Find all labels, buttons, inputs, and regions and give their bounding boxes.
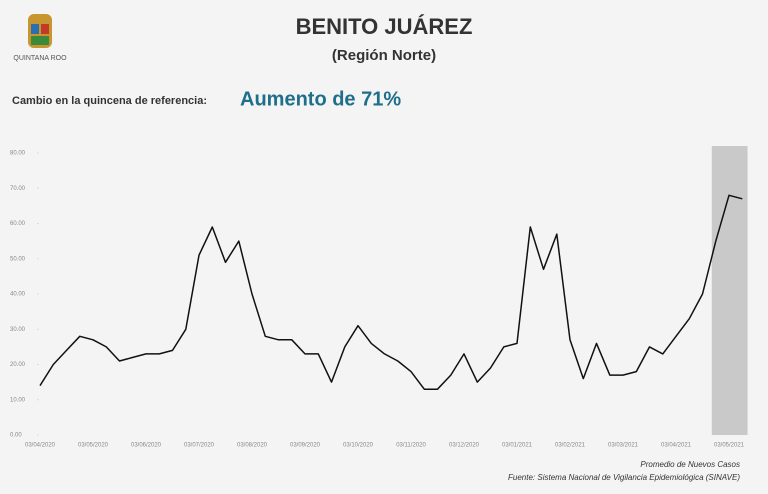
x-tick-label: 03/02/2021 (555, 443, 586, 449)
legend-entry: Promedio de Nuevos Casos (640, 460, 740, 469)
x-tick-label: 03/09/2020 (290, 443, 321, 449)
highlight-band (711, 146, 748, 435)
source: Fuente: Sistema Nacional de Vigilancia E… (508, 473, 740, 482)
x-tick-label: 03/10/2020 (343, 443, 374, 449)
y-tick-label: 10.00 (10, 397, 26, 403)
y-tick-label: 50.00 (10, 256, 26, 262)
subtitle: (Región Norte) (332, 47, 436, 64)
y-tick-label: 30.00 (10, 327, 26, 333)
x-tick-label: 03/08/2020 (237, 443, 268, 449)
x-tick-label: 03/12/2020 (449, 443, 480, 449)
logo-text: QUINTANA ROO (13, 55, 67, 62)
x-tick-label: 03/04/2021 (661, 443, 692, 449)
y-tick-label: 0.00 (10, 433, 22, 439)
x-tick-label: 03/01/2021 (502, 443, 533, 449)
x-tick-label: 03/03/2021 (608, 443, 639, 449)
title: BENITO JUÁREZ (296, 14, 473, 39)
x-tick-label: 03/06/2020 (131, 443, 162, 449)
y-tick-label: 80.00 (10, 151, 26, 157)
y-tick-label: 60.00 (10, 221, 26, 227)
y-tick-label: 70.00 (10, 186, 26, 192)
x-tick-label: 03/11/2020 (396, 443, 426, 449)
change-label: Cambio en la quincena de referencia: (12, 95, 207, 107)
change-value: Aumento de 71% (240, 88, 401, 110)
plot: 0.00 10.00 20.00 30.00 40.00 50.00 60.00 70.00 8… (10, 146, 748, 449)
x-tick-label: 03/04/2020 (25, 443, 56, 449)
x-tick-label: 03/05/2021 (714, 443, 745, 449)
logo (28, 14, 52, 48)
y-tick-label: 40.00 (10, 292, 26, 298)
x-tick-label: 03/07/2020 (184, 443, 215, 449)
y-tick-label: 20.00 (10, 362, 26, 368)
line (39, 194, 743, 390)
x-tick-label: 03/05/2020 (78, 443, 109, 449)
